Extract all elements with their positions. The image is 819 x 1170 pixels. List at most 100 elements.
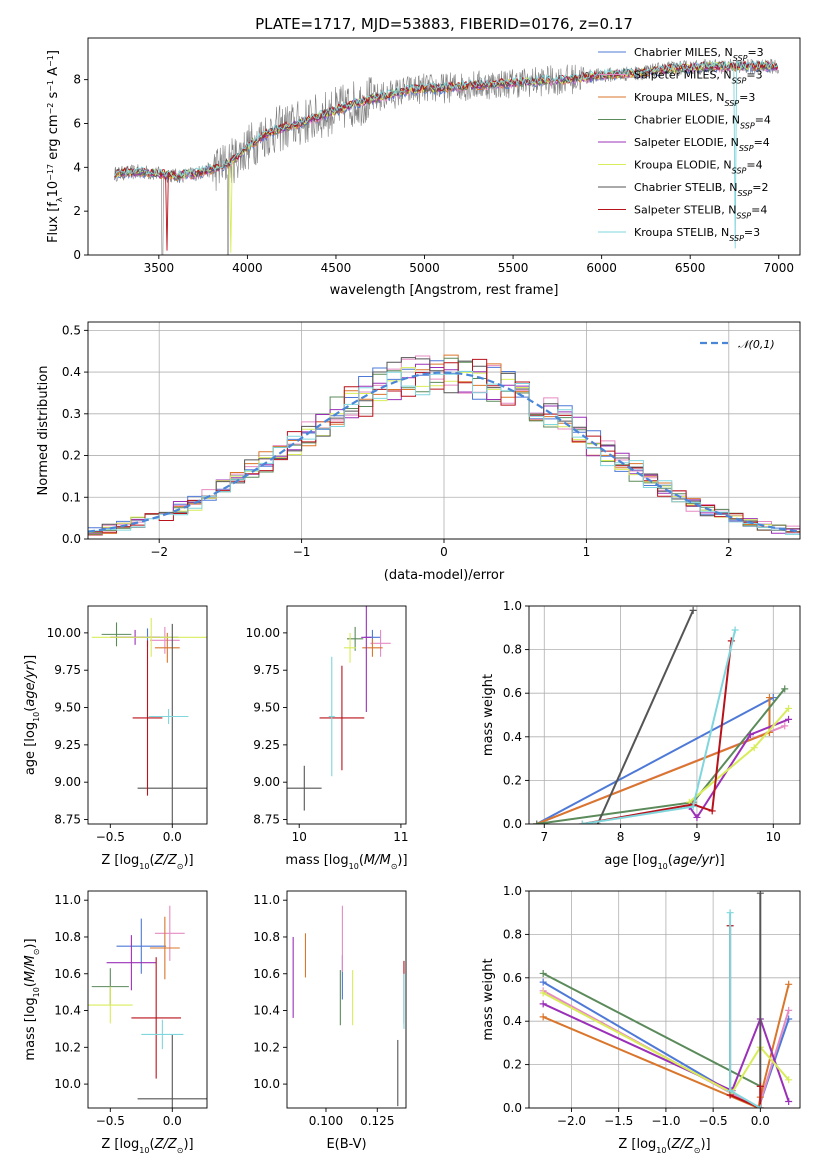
panel-weight_vs_age: 7 8 9 10 0.0 0.2 0.4 0.6 0.8 1.0 age [log10(age/yr… [481, 599, 801, 871]
weight-marker-8 [756, 1104, 764, 1108]
weight-marker-2 [539, 1013, 547, 1021]
x-axis-label: (data-model)/error [384, 568, 505, 583]
y-tick-label: 11.0 [253, 893, 280, 907]
y-tick-label: 0.5 [62, 323, 81, 337]
x-tick-label: 0.0 [163, 1114, 182, 1128]
x-tick-label: 8 [617, 830, 625, 844]
x-axis-label: age [log10(age/yr)] [604, 853, 724, 871]
legend-entry: Kroupa MILES, NSSP=3 [634, 91, 755, 108]
legend-entry: Salpeter MILES, NSSP=3 [634, 69, 763, 86]
weight-marker-8 [726, 909, 734, 917]
weight-marker-5 [539, 989, 547, 997]
y-tick-label: 11.0 [54, 893, 81, 907]
weight-marker-4 [785, 715, 793, 723]
weight-marker-8 [726, 1087, 734, 1095]
x-tick-label: −1.5 [604, 1114, 633, 1128]
weight-line-5 [542, 992, 790, 1095]
plot-area [88, 905, 207, 1108]
weight-marker-5 [785, 1076, 793, 1084]
weight-marker-6 [756, 891, 764, 897]
x-axis-label: wavelength [Angstrom, rest frame] [330, 283, 559, 298]
x-tick-label: 5000 [409, 261, 440, 275]
plot-area [91, 617, 207, 824]
y-axis-label: Normed distribution [36, 366, 51, 496]
weight-marker-5 [785, 704, 793, 712]
y-tick-label: 9.00 [54, 775, 81, 789]
normal-reference-curve [88, 371, 800, 533]
y-tick-label: 10.00 [246, 626, 280, 640]
x-tick-label: −0.5 [699, 1114, 728, 1128]
y-tick-label: 8.75 [54, 813, 81, 827]
y-tick-label: 10.6 [253, 967, 280, 981]
y-tick-label: 0 [73, 248, 81, 262]
y-tick-label: 10.8 [253, 930, 280, 944]
axes-frame [87, 890, 208, 1109]
x-tick-label: 0 [440, 545, 448, 559]
x-tick-label: 2 [725, 545, 733, 559]
weight-marker-5 [750, 744, 758, 752]
weight-marker-7 [756, 1082, 764, 1090]
weight-marker-7 [708, 807, 716, 815]
y-tick-label: 9.50 [54, 701, 81, 715]
x-tick-label: 7 [540, 830, 548, 844]
y-tick-label: 0.4 [62, 365, 81, 379]
panel-mass_vs_ebv: 0.100 0.125 10.0 10.2 10.4 10.6 10.8 11.0 E(B-V) [253, 890, 407, 1152]
legend-entry: Chabrier STELIB, NSSP=2 [634, 181, 768, 198]
plot-area [533, 606, 793, 824]
y-tick-label: 9.00 [253, 775, 280, 789]
y-tick-label: 9.25 [54, 738, 81, 752]
weight-marker-8 [689, 803, 697, 811]
axes-frame [528, 605, 801, 825]
figure-title: PLATE=1717, MJD=53883, FIBERID=0176, z=0… [255, 15, 633, 33]
y-tick-label: 10.4 [253, 1004, 280, 1018]
y-axis-label: mass weight [481, 674, 496, 756]
y-tick-label: 6 [73, 116, 81, 130]
x-tick-label: 3500 [144, 261, 175, 275]
legend-entry: 𝒩(0,1) [738, 338, 775, 351]
weight-line-4 [688, 718, 789, 820]
x-tick-label: 0.100 [309, 1114, 343, 1128]
x-tick-label: −0.5 [96, 1114, 125, 1128]
x-tick-label: 0.0 [163, 830, 182, 844]
weight-line-7 [729, 925, 762, 1108]
legend-entry: Kroupa STELIB, NSSP=3 [634, 226, 760, 243]
y-tick-label: 10.8 [54, 930, 81, 944]
y-tick-label: 9.75 [54, 663, 81, 677]
y-tick-label: 10.0 [253, 1077, 280, 1091]
y-tick-label: 10.2 [54, 1040, 81, 1054]
x-axis-label: Z [log10(Z/Z⊙)] [618, 1137, 710, 1155]
weight-marker-3 [781, 685, 789, 693]
y-tick-label: 0.2 [503, 1058, 522, 1072]
plot-area [539, 891, 793, 1108]
panel-age_vs_Z: −0.5 0.0 8.75 9.00 9.25 9.50 9.75 10.00 Z [log10… [23, 605, 208, 871]
y-tick-label: 0.6 [503, 971, 522, 985]
y-tick-label: 2 [73, 204, 81, 218]
x-tick-label: 6500 [675, 261, 706, 275]
y-tick-label: 0.8 [503, 927, 522, 941]
x-tick-label: 7000 [763, 261, 794, 275]
weight-marker-8 [731, 626, 739, 634]
x-tick-label: 10 [292, 830, 307, 844]
y-tick-label: 0.4 [503, 1014, 522, 1028]
y-tick-label: 9.75 [253, 663, 280, 677]
weight-marker-1 [785, 1006, 793, 1014]
x-tick-label: −0.5 [96, 830, 125, 844]
histogram-8 [88, 370, 800, 535]
x-tick-label: 5500 [498, 261, 529, 275]
y-tick-label: 0.2 [503, 773, 522, 787]
y-tick-label: 0.4 [503, 730, 522, 744]
y-tick-label: 0.3 [62, 407, 81, 421]
x-tick-label: −2 [150, 545, 168, 559]
x-tick-label: 6000 [586, 261, 617, 275]
y-tick-label: 8 [73, 73, 81, 87]
y-tick-label: 10.4 [54, 1004, 81, 1018]
axes-frame [528, 890, 801, 1109]
x-tick-label: 11 [393, 830, 408, 844]
x-tick-label: 4500 [321, 261, 352, 275]
y-axis-label: mass [log10(M/M⊙)] [23, 938, 41, 1060]
panel-weight_vs_Z: −2.0 −1.5 −1.0 −0.5 0.0 0.0 0.2 0.4 0.6 0.8 1.0 Z [… [481, 884, 801, 1155]
x-tick-label: 10 [766, 830, 781, 844]
plot-area [114, 58, 779, 255]
weight-marker-3 [539, 969, 547, 977]
